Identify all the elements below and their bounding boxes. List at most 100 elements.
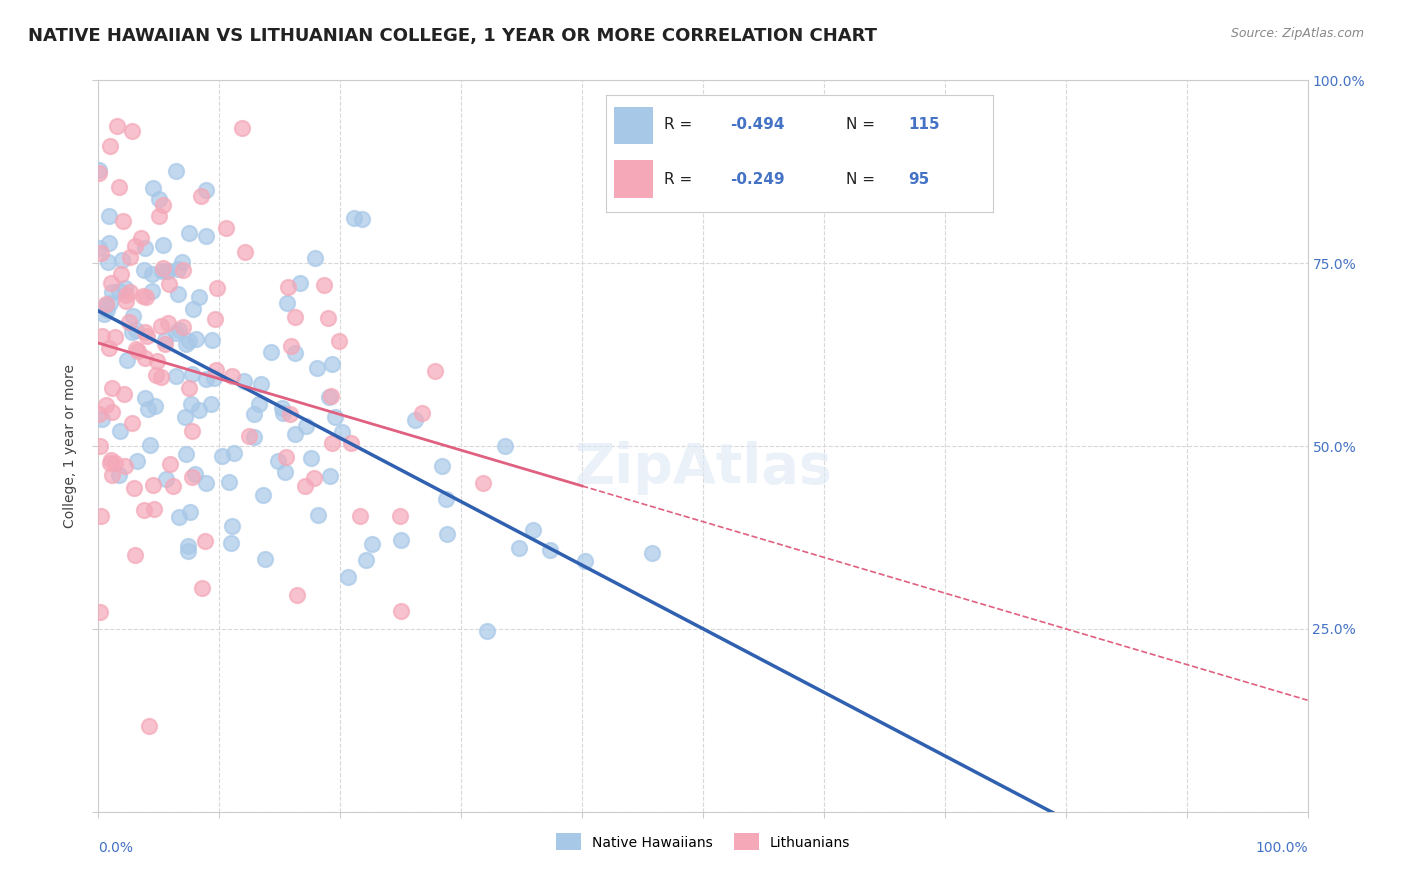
Point (122, 309, 145, 323)
Point (243, 429, 266, 443)
Point (152, 238, 174, 252)
Point (167, 510, 190, 524)
Point (114, 281, 136, 295)
Point (165, 326, 187, 340)
Point (181, 368, 204, 382)
Point (285, 588, 308, 602)
Point (108, 285, 131, 299)
Point (430, 459, 453, 474)
Point (125, 323, 148, 337)
Point (152, 260, 174, 275)
Point (295, 418, 318, 433)
Point (108, 424, 131, 438)
Point (283, 346, 305, 360)
Point (146, 353, 169, 368)
Point (91, 412, 114, 426)
Point (211, 449, 233, 463)
Point (176, 539, 198, 553)
Point (304, 252, 326, 266)
Point (101, 285, 124, 300)
Point (321, 357, 343, 371)
Point (121, 326, 143, 340)
Point (177, 544, 200, 558)
Point (280, 407, 302, 421)
Point (108, 179, 131, 194)
Text: ZipAtlas: ZipAtlas (574, 441, 832, 495)
Point (153, 336, 176, 351)
Point (494, 439, 516, 453)
Point (243, 407, 266, 421)
Point (166, 287, 188, 301)
Point (110, 252, 132, 267)
Point (221, 536, 243, 550)
Point (141, 284, 163, 298)
Point (100, 277, 122, 291)
Point (252, 488, 274, 502)
Point (153, 333, 176, 347)
Point (475, 624, 498, 639)
Point (276, 296, 298, 310)
Point (389, 604, 412, 618)
Point (142, 478, 165, 492)
Point (132, 262, 155, 277)
Point (319, 389, 342, 403)
Point (307, 508, 329, 522)
Point (148, 209, 170, 223)
Point (104, 456, 127, 470)
Point (318, 469, 340, 483)
Point (90, 246, 112, 260)
Point (284, 426, 307, 441)
Text: 0.0%: 0.0% (98, 841, 134, 855)
Text: NATIVE HAWAIIAN VS LITHUANIAN COLLEGE, 1 YEAR OR MORE CORRELATION CHART: NATIVE HAWAIIAN VS LITHUANIAN COLLEGE, 1… (28, 27, 877, 45)
Point (288, 276, 311, 290)
Point (127, 454, 149, 468)
Point (94, 297, 117, 311)
Point (150, 369, 173, 384)
Point (155, 264, 177, 278)
Point (169, 323, 191, 337)
Point (132, 289, 155, 303)
Point (389, 533, 412, 547)
Point (238, 429, 260, 443)
Point (215, 221, 238, 235)
Point (204, 312, 226, 326)
Point (145, 368, 167, 382)
Point (114, 458, 136, 473)
Point (141, 268, 163, 282)
Point (200, 397, 222, 411)
Point (277, 280, 299, 294)
Point (425, 364, 447, 378)
Point (132, 503, 155, 517)
Point (274, 466, 297, 480)
Point (267, 454, 290, 468)
Point (108, 467, 131, 482)
Point (354, 553, 377, 567)
Point (96, 398, 118, 412)
Point (188, 290, 211, 304)
Point (98, 457, 121, 471)
Point (100, 139, 122, 153)
Point (247, 397, 270, 411)
Point (337, 570, 360, 584)
Point (305, 361, 328, 376)
Point (294, 479, 316, 493)
Point (143, 400, 166, 414)
Point (172, 263, 194, 277)
Point (156, 264, 179, 278)
Point (135, 290, 157, 304)
Point (218, 475, 240, 489)
Point (180, 425, 202, 439)
Point (574, 554, 596, 568)
Point (641, 546, 664, 560)
Point (98, 341, 121, 355)
Point (125, 342, 148, 356)
Point (177, 381, 200, 395)
Point (165, 368, 187, 383)
Point (194, 534, 217, 549)
Point (302, 471, 325, 485)
Point (471, 475, 494, 490)
Point (177, 334, 200, 349)
Point (271, 406, 294, 420)
Point (191, 582, 214, 596)
Point (538, 542, 561, 557)
